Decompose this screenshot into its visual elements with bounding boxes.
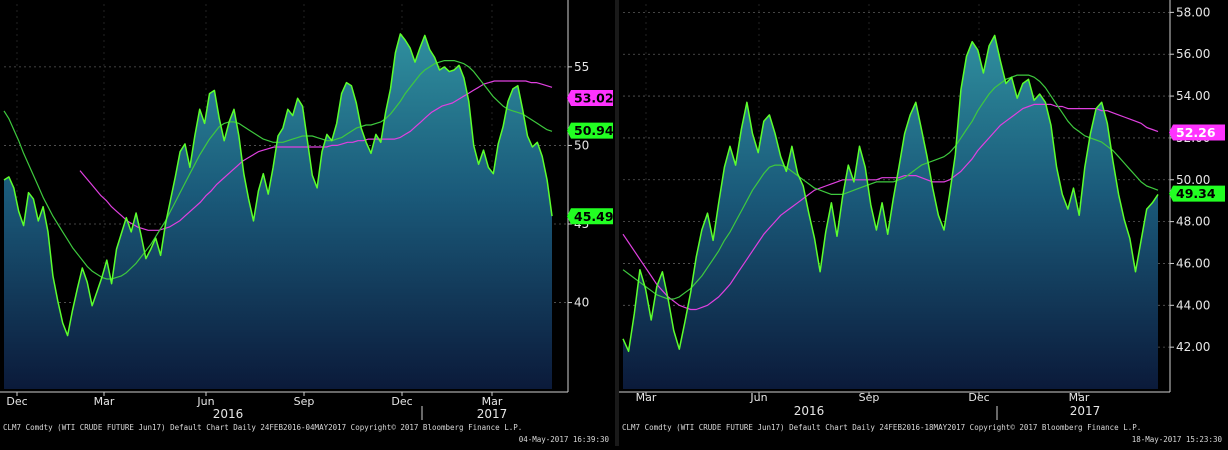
right-chart: 42.0044.0046.0048.0050.0052.0054.0056.00… [619, 0, 1225, 420]
y-tick-label: 44.00 [1176, 298, 1210, 312]
value-tag-label: 49.34 [1176, 186, 1216, 201]
x-year-label: 2017 [1070, 404, 1101, 418]
ma-long-line [79, 80, 553, 231]
panel-divider [615, 0, 619, 446]
price-line [3, 33, 553, 337]
y-tick-label: 55 [574, 60, 589, 74]
value-tag: 49.34 [1169, 185, 1225, 202]
x-month-label: Mar [482, 395, 503, 408]
right-chart-panel: 42.0044.0046.0048.0050.0052.0054.0056.00… [619, 0, 1228, 446]
price-area [623, 35, 1158, 390]
value-tag: 45.49 [567, 208, 614, 225]
x-month-label: Dec [968, 391, 989, 404]
price-line [622, 34, 1159, 353]
right-chart-timestamp: 18-May-2017 15:23:30 [1131, 435, 1222, 444]
left-chart-panel: 4045505553.0250.9445.49DecMarJunSepDecMa… [0, 0, 615, 446]
right-chart-ticker: CLM7 Comdty (WTI CRUDE FUTURE Jun17) Def… [622, 423, 1142, 432]
value-tag: 52.26 [1169, 124, 1225, 141]
y-tick-label: 50.00 [1176, 173, 1210, 187]
x-month-label: Dec [391, 395, 412, 408]
y-tick-label: 56.00 [1176, 47, 1210, 61]
x-year-label: 2017 [477, 407, 508, 421]
x-year-label: 2016 [794, 404, 825, 418]
y-tick-label: 58.00 [1176, 5, 1210, 19]
left-chart-timestamp: 04-May-2017 16:39:30 [518, 435, 609, 444]
y-tick-label: 54.00 [1176, 89, 1210, 103]
x-year-label: 2016 [213, 407, 244, 421]
x-month-label: Jun [749, 391, 767, 404]
x-month-label: Dec [6, 395, 27, 408]
value-tag-label: 52.26 [1176, 125, 1216, 140]
value-tag-label: 50.94 [574, 123, 614, 138]
y-tick-label: 50 [574, 138, 589, 152]
ma-short-line [3, 59, 553, 280]
x-month-label: Jun [196, 395, 214, 408]
y-tick-label: 48.00 [1176, 215, 1210, 229]
x-month-label: Mar [636, 391, 657, 404]
value-tag-label: 53.02 [574, 90, 614, 105]
y-tick-label: 40 [574, 296, 589, 310]
value-tag: 53.02 [567, 89, 614, 106]
y-tick-label: 42.00 [1176, 340, 1210, 354]
x-month-label: Mar [94, 395, 115, 408]
ma-long-line [622, 103, 1159, 311]
value-tag: 50.94 [567, 122, 614, 139]
value-tag-label: 45.49 [574, 209, 614, 224]
x-month-label: Sep [294, 395, 315, 408]
left-chart-ticker: CLM7 Comdty (WTI CRUDE FUTURE Jun17) Def… [3, 423, 523, 432]
y-tick-label: 46.00 [1176, 256, 1210, 270]
left-chart: 4045505553.0250.9445.49DecMarJunSepDecMa… [0, 0, 614, 421]
ma-short-line [622, 74, 1159, 300]
x-month-label: Mar [1069, 391, 1090, 404]
x-month-label: Sep [859, 391, 880, 404]
price-area [4, 33, 552, 390]
